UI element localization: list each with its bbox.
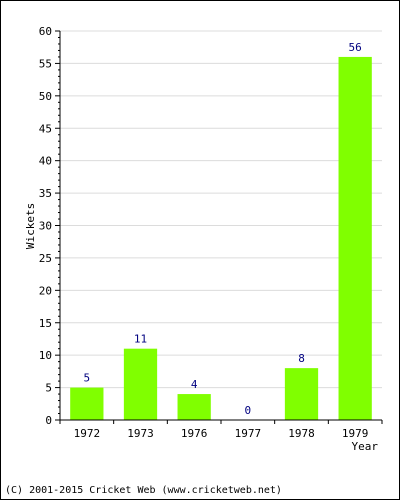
y-tick-label: 50 (39, 90, 52, 103)
bar (70, 387, 104, 420)
y-axis: 0 5 10 15 20 25 30 35 40 45 50 55 60 (39, 25, 61, 427)
bar-value-label: 56 (349, 41, 362, 54)
y-tick-label: 0 (45, 414, 52, 427)
y-tick-label: 25 (39, 252, 52, 265)
y-tick-label: 10 (39, 349, 52, 362)
bar (123, 348, 158, 420)
y-axis-label: Wickets (24, 203, 37, 249)
x-tick-label: 1978 (288, 427, 315, 440)
x-tick-label: 1973 (127, 427, 154, 440)
x-tick-label: 1976 (181, 427, 208, 440)
y-tick-label: 30 (39, 220, 52, 233)
y-tick-label: 55 (39, 57, 52, 70)
gridlines (60, 30, 382, 389)
y-tick-label: 40 (39, 155, 52, 168)
x-tick-label: 1977 (235, 427, 262, 440)
bar (177, 394, 211, 420)
bar-value-label: 4 (191, 378, 198, 391)
y-tick-label: 5 (45, 382, 52, 395)
bar (338, 56, 372, 420)
bar (284, 368, 319, 420)
y-tick-label: 45 (39, 122, 52, 135)
bar-value-label: 5 (84, 372, 91, 385)
bars: 5 11 4 0 8 56 (70, 41, 372, 420)
y-tick-label: 20 (39, 284, 52, 297)
y-tick-label: 35 (39, 187, 52, 200)
x-axis-label: Year (352, 440, 379, 453)
bar-value-label: 8 (298, 352, 305, 365)
y-tick-label: 60 (39, 25, 52, 38)
x-tick-label: 1979 (342, 427, 369, 440)
y-tick-label: 15 (39, 317, 52, 330)
bar-value-label: 11 (134, 333, 147, 346)
x-tick-label: 1972 (74, 427, 101, 440)
bar-value-label: 0 (245, 404, 252, 417)
x-axis: 1972 1973 1976 1977 1978 1979 (59, 419, 383, 440)
copyright-footer: (C) 2001-2015 Cricket Web (www.cricketwe… (5, 485, 282, 496)
